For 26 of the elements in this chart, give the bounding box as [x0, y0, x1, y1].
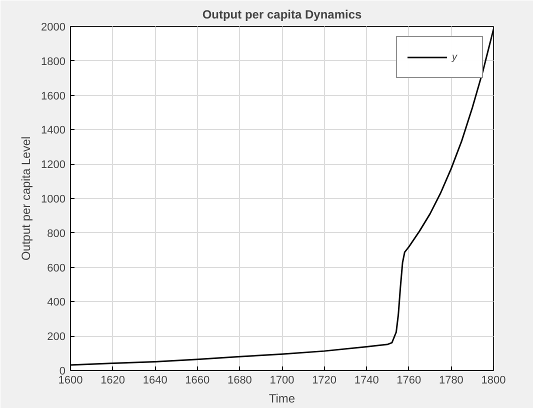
x-tick-label: 1620 — [100, 374, 126, 386]
y-tick-label: 600 — [47, 262, 66, 274]
y-tick-label: 0 — [59, 366, 66, 378]
x-tick-label: 1660 — [185, 374, 210, 386]
y-tick-label: 2000 — [41, 22, 66, 34]
chart-title: Output per capita Dynamics — [202, 8, 362, 22]
y-tick-label: 200 — [47, 331, 66, 344]
y-tick-label: 1000 — [41, 194, 66, 206]
x-tick-label: 1800 — [481, 374, 506, 386]
x-tick-label: 1640 — [142, 374, 168, 386]
y-tick-label: 1400 — [41, 124, 66, 137]
y-tick-label: 800 — [47, 228, 66, 240]
y-tick-label: 1200 — [41, 159, 66, 172]
x-tick-label: 1780 — [438, 374, 464, 386]
x-axis-title: Time — [268, 392, 296, 406]
x-tick-label: 1740 — [354, 374, 379, 386]
x-tick-label: 1760 — [396, 374, 422, 386]
x-tick-label: 1720 — [312, 374, 337, 386]
x-tick-label: 1600 — [58, 374, 83, 386]
x-tick-label: 1680 — [227, 374, 252, 386]
y-axis-title: Output per capita Level — [19, 136, 34, 261]
y-tick-label: 400 — [47, 296, 66, 309]
y-tick-label: 1600 — [41, 90, 66, 102]
legend-label: y — [452, 52, 458, 62]
y-tick-label: 1800 — [41, 56, 66, 68]
x-tick-label: 1700 — [270, 374, 294, 386]
